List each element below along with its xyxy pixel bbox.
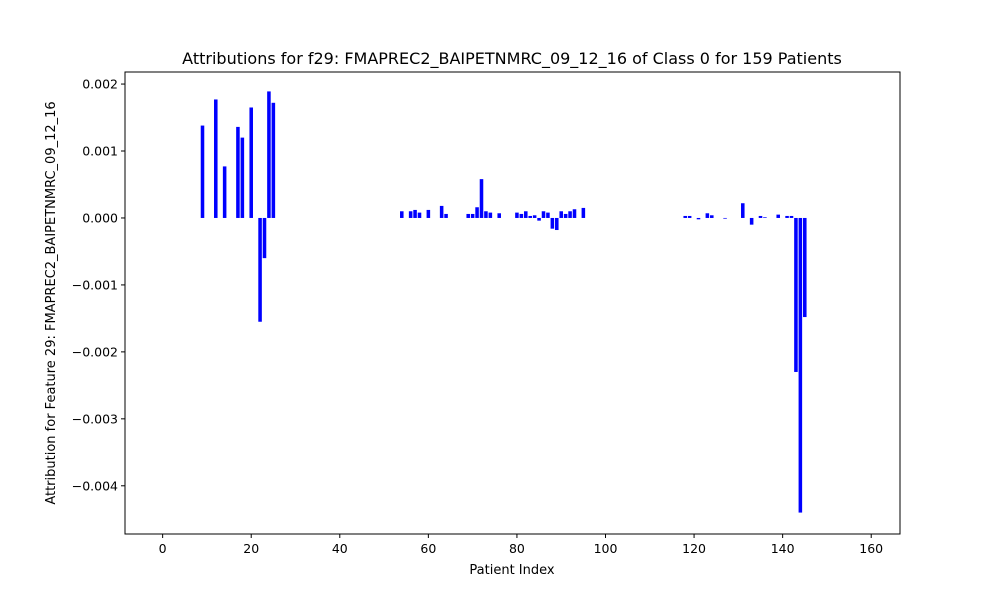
bar-patient-135 <box>758 215 763 218</box>
bar-patient-143 <box>794 217 798 372</box>
bar-patient-17 <box>236 126 240 218</box>
x-tick-label: 100 <box>594 541 618 556</box>
y-tick-label: −0.004 <box>72 478 118 493</box>
bar-patient-81 <box>519 213 524 218</box>
bar-patient-74 <box>488 212 493 218</box>
x-tick-label: 20 <box>243 541 259 556</box>
x-axis-label: Patient Index <box>469 563 554 578</box>
bar-patient-121 <box>696 217 701 220</box>
y-tick-label: 0.000 <box>82 210 118 225</box>
bar-patient-56 <box>408 211 413 218</box>
bar-patient-124 <box>710 215 714 218</box>
bar-patient-88 <box>550 217 555 229</box>
bar-patient-71 <box>475 207 479 218</box>
plot-frame <box>124 71 901 535</box>
bar-patient-133 <box>749 217 754 225</box>
bar-patient-24 <box>267 91 271 218</box>
bar-patient-63 <box>439 205 444 218</box>
x-tick-label: 40 <box>332 541 348 556</box>
bar-patient-25 <box>271 102 276 218</box>
y-tick-label: −0.002 <box>72 344 118 359</box>
bar-patient-83 <box>528 215 532 218</box>
bar-patient-86 <box>541 211 546 218</box>
bar-patient-69 <box>466 213 470 218</box>
bar-patient-87 <box>546 212 550 218</box>
bar-patient-141 <box>785 215 789 218</box>
bar-patient-9 <box>200 125 205 218</box>
y-tick-label: −0.003 <box>72 411 118 426</box>
x-tick-label: 140 <box>771 541 795 556</box>
x-axis-ticks: 0 20 40 60 80 100 120 140 160 <box>159 534 883 556</box>
bar-patient-84 <box>532 215 537 218</box>
bar-patient-136 <box>763 217 767 218</box>
bar-patient-54 <box>400 211 404 218</box>
bar-patient-131 <box>741 203 745 218</box>
bar-patient-93 <box>572 209 577 218</box>
bar-patient-72 <box>479 179 484 218</box>
bar-patient-80 <box>515 212 519 218</box>
bar-patient-82 <box>524 211 528 218</box>
bar-patient-119 <box>687 215 692 218</box>
bar-patient-144 <box>798 217 803 513</box>
bar-patient-89 <box>555 217 559 231</box>
y-tick-label: 0.002 <box>82 77 118 92</box>
bar-patient-57 <box>413 209 417 218</box>
bar-patient-12 <box>214 99 218 218</box>
bars-group <box>200 91 807 513</box>
bar-patient-76 <box>497 213 501 218</box>
x-tick-label: 0 <box>159 541 167 556</box>
bar-patient-23 <box>262 217 267 259</box>
bar-patient-90 <box>559 211 563 218</box>
bar-patient-22 <box>258 217 262 322</box>
bar-patient-73 <box>484 211 488 218</box>
bar-patient-139 <box>776 214 780 218</box>
bar-patient-92 <box>568 211 572 218</box>
y-axis-ticks: −0.004 −0.003 −0.002 −0.001 0.000 0.001 0.002 <box>72 77 125 493</box>
x-tick-label: 120 <box>682 541 706 556</box>
bar-patient-64 <box>444 213 448 218</box>
bar-patient-20 <box>249 107 253 218</box>
bar-patient-91 <box>563 213 568 218</box>
bar-patient-95 <box>581 207 586 218</box>
x-tick-label: 80 <box>509 541 525 556</box>
bar-patient-142 <box>789 215 794 218</box>
bar-patient-58 <box>417 212 422 218</box>
bar-patient-60 <box>426 209 431 218</box>
bar-patient-118 <box>683 215 687 218</box>
bar-patient-18 <box>240 137 245 218</box>
bar-patient-145 <box>803 217 807 318</box>
bar-patient-123 <box>705 213 710 218</box>
bar-patient-14 <box>222 166 227 218</box>
bar-patient-127 <box>723 217 727 219</box>
bar-patient-70 <box>470 213 475 218</box>
y-axis-label: Attribution for Feature 29: FMAPREC2_BAI… <box>44 101 59 504</box>
y-tick-label: 0.001 <box>82 144 118 159</box>
x-tick-label: 60 <box>420 541 436 556</box>
x-tick-label: 160 <box>859 541 883 556</box>
bar-patient-85 <box>537 217 541 221</box>
chart-title: Attributions for f29: FMAPREC2_BAIPETNMR… <box>182 49 842 69</box>
y-tick-label: −0.001 <box>72 277 118 292</box>
